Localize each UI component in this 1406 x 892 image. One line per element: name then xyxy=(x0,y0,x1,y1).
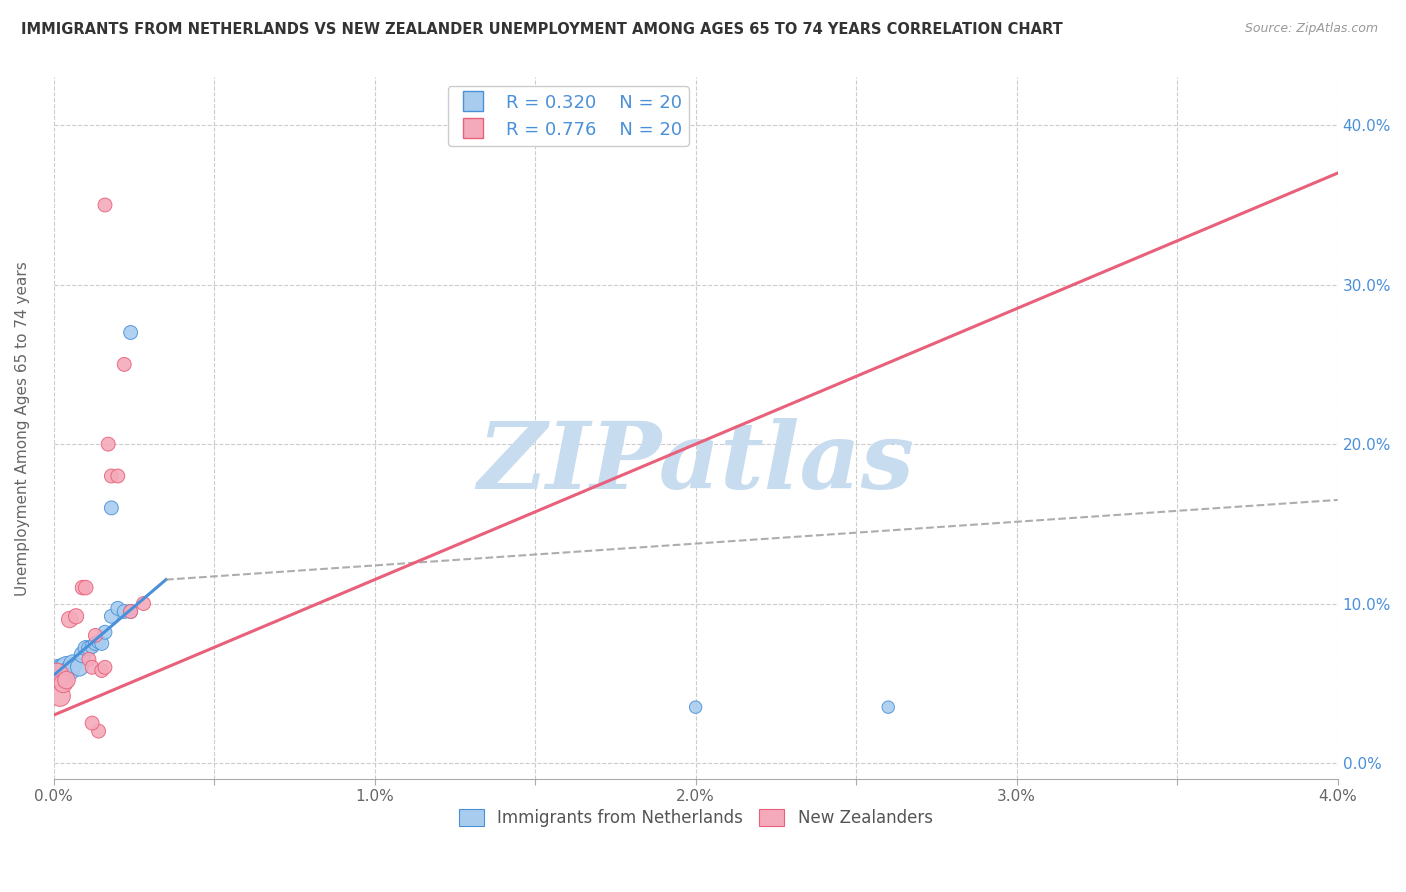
Point xyxy=(90,636,112,650)
Text: ZIPatlas: ZIPatlas xyxy=(477,418,914,508)
Point xyxy=(132,597,155,611)
Point xyxy=(75,581,97,595)
Point xyxy=(107,469,129,483)
Point xyxy=(94,198,117,212)
Point xyxy=(49,665,72,679)
Text: Source: ZipAtlas.com: Source: ZipAtlas.com xyxy=(1244,22,1378,36)
Point xyxy=(72,648,94,662)
Point xyxy=(120,326,142,340)
Point xyxy=(97,437,120,451)
Point xyxy=(94,625,117,640)
Point xyxy=(59,612,82,626)
Point xyxy=(84,628,107,642)
Point xyxy=(52,664,75,678)
Point xyxy=(67,660,90,674)
Point xyxy=(87,724,110,739)
Point xyxy=(55,673,77,687)
Point xyxy=(100,469,122,483)
Point xyxy=(82,640,104,654)
Point xyxy=(45,668,67,682)
Point xyxy=(112,605,135,619)
Point xyxy=(100,500,122,515)
Point xyxy=(52,676,75,690)
Point xyxy=(120,605,142,619)
Point xyxy=(107,601,129,615)
Text: IMMIGRANTS FROM NETHERLANDS VS NEW ZEALANDER UNEMPLOYMENT AMONG AGES 65 TO 74 YE: IMMIGRANTS FROM NETHERLANDS VS NEW ZEALA… xyxy=(21,22,1063,37)
Point xyxy=(55,660,77,674)
Legend: Immigrants from Netherlands, New Zealanders: Immigrants from Netherlands, New Zealand… xyxy=(451,802,939,834)
Point xyxy=(87,635,110,649)
Point xyxy=(65,609,87,624)
Point xyxy=(100,609,122,624)
Point xyxy=(120,605,142,619)
Point xyxy=(72,581,94,595)
Point xyxy=(82,716,104,731)
Point xyxy=(112,358,135,372)
Point xyxy=(877,700,900,714)
Point xyxy=(77,641,100,656)
Point xyxy=(49,689,72,703)
Point xyxy=(75,641,97,656)
Point xyxy=(59,664,82,678)
Point xyxy=(94,660,117,674)
Point xyxy=(62,657,84,672)
Y-axis label: Unemployment Among Ages 65 to 74 years: Unemployment Among Ages 65 to 74 years xyxy=(15,260,30,596)
Point xyxy=(82,660,104,674)
Point xyxy=(685,700,707,714)
Point xyxy=(84,636,107,650)
Point xyxy=(77,652,100,666)
Point xyxy=(90,664,112,678)
